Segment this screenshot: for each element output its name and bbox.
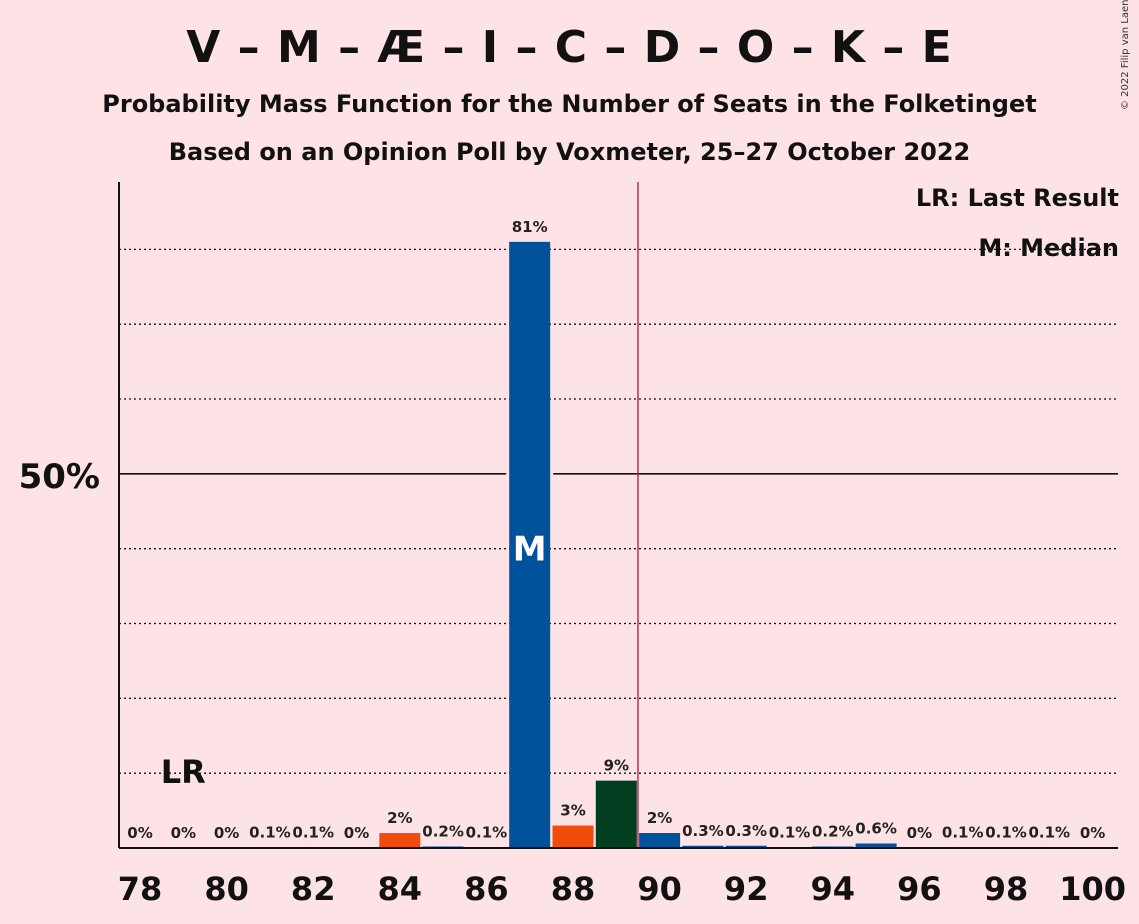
bar-value-label: 0.3% xyxy=(682,822,724,840)
bar xyxy=(552,825,594,848)
median-marker: M xyxy=(513,530,547,570)
bar-value-label: 0.1% xyxy=(1028,823,1070,841)
x-tick-label: 84 xyxy=(378,870,423,908)
bar xyxy=(639,833,681,848)
x-tick-label: 96 xyxy=(897,870,942,908)
bar-value-label: 0% xyxy=(214,824,239,842)
x-tick-label: 80 xyxy=(204,870,249,908)
bar-value-label: 0.1% xyxy=(249,823,291,841)
bar-value-label: 2% xyxy=(387,809,412,827)
bar-value-label: 0% xyxy=(907,824,932,842)
x-tick-label: 90 xyxy=(637,870,682,908)
last-result-marker: LR xyxy=(161,753,206,791)
x-tick-label: 92 xyxy=(724,870,769,908)
bar xyxy=(595,780,637,848)
bar-value-label: 0.2% xyxy=(812,823,854,841)
x-tick-label: 94 xyxy=(811,870,856,908)
bar-value-label: 0.2% xyxy=(422,823,464,841)
bar-value-label: 0% xyxy=(127,824,152,842)
x-tick-label: 86 xyxy=(464,870,509,908)
bar-value-label: 0.1% xyxy=(292,823,334,841)
bar-value-label: 0.1% xyxy=(466,823,508,841)
bar xyxy=(682,845,724,848)
bar-value-label: 9% xyxy=(604,757,629,775)
bar-value-label: 0.1% xyxy=(769,823,811,841)
bar-value-label: 0% xyxy=(171,824,196,842)
bar-value-label: 0.1% xyxy=(942,823,984,841)
legend-last-result: LR: Last Result xyxy=(915,184,1119,212)
bar-value-label: 0% xyxy=(1080,824,1105,842)
bar-value-label: 2% xyxy=(647,809,672,827)
bar-value-label: 0.3% xyxy=(725,822,767,840)
x-tick-label: 88 xyxy=(551,870,596,908)
bar xyxy=(855,843,897,848)
x-tick-label: 78 xyxy=(118,870,163,908)
bar-value-label: 0.1% xyxy=(985,823,1027,841)
bar-gap-left xyxy=(506,472,510,476)
x-tick-label: 100 xyxy=(1059,870,1126,908)
y-tick-label-50: 50% xyxy=(19,457,100,497)
bar xyxy=(509,241,551,848)
bar-value-label: 0.6% xyxy=(855,820,897,838)
x-tick-label: 82 xyxy=(291,870,336,908)
chart-title: V – M – Æ – I – C – D – O – K – E xyxy=(186,22,953,73)
chart-subtitle: Probability Mass Function for the Number… xyxy=(102,90,1037,118)
chart-subtitle-2: Based on an Opinion Poll by Voxmeter, 25… xyxy=(168,138,971,166)
bar-gap-right xyxy=(550,472,554,476)
legend-median: M: Median xyxy=(978,234,1119,262)
bar-value-label: 0% xyxy=(344,824,369,842)
bar xyxy=(725,845,767,848)
bar-value-label: 81% xyxy=(512,218,548,236)
x-tick-label: 98 xyxy=(984,870,1029,908)
bar xyxy=(379,833,421,848)
bar-value-label: 3% xyxy=(560,802,585,820)
